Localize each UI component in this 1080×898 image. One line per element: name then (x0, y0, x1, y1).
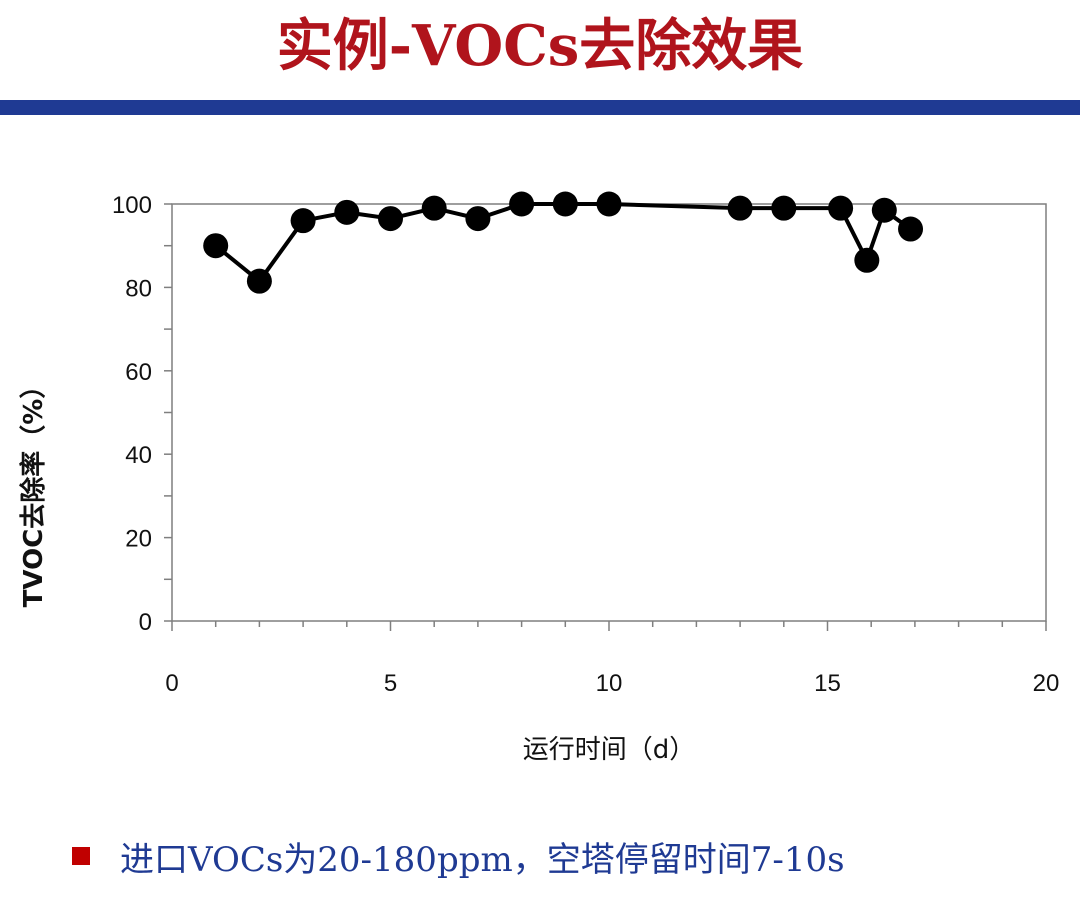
y-tick-label: 40 (125, 442, 152, 469)
x-tick-label: 15 (814, 670, 841, 697)
data-point (378, 206, 403, 232)
data-point (771, 195, 797, 221)
footnote: 进口VOCs为20-180ppm，空塔停留时间7-10s (72, 828, 845, 884)
y-tick-label: 0 (139, 609, 152, 636)
y-tick-label: 100 (112, 192, 152, 219)
page-title: 实例-VOCs去除效果 (276, 13, 804, 79)
data-point (828, 195, 854, 221)
chart: 0 20 40 60 80 100 0 5 10 15 20 运行时间（d） TVOC去除率（%） (18, 191, 1059, 765)
data-point (898, 216, 924, 242)
series-group (203, 191, 924, 294)
y-axis-ticks: 0 20 40 60 80 100 (112, 192, 172, 636)
data-point (871, 197, 897, 223)
data-point (596, 191, 622, 217)
data-point (203, 233, 229, 259)
footnote-text: 进口VOCs为20-180ppm，空塔停留时间7-10s (120, 839, 845, 880)
x-tick-label: 5 (384, 670, 397, 697)
data-point (421, 195, 447, 221)
y-tick-label: 20 (125, 526, 152, 553)
plot-frame (171, 203, 1047, 622)
data-point (465, 206, 491, 232)
data-point (727, 195, 753, 221)
title-divider-bar (0, 100, 1080, 115)
data-point (246, 268, 272, 294)
data-point (854, 247, 880, 273)
data-point (334, 199, 360, 225)
x-tick-label: 10 (596, 670, 623, 697)
x-axis-ticks: 0 5 10 15 20 (165, 621, 1059, 697)
x-tick-label: 0 (165, 670, 178, 697)
x-axis-title: 运行时间（d） (523, 735, 696, 765)
data-point (509, 191, 535, 217)
y-tick-label: 60 (125, 359, 152, 386)
series-line (214, 202, 912, 284)
y-tick-label: 80 (125, 275, 152, 302)
x-tick-label: 20 (1033, 670, 1060, 697)
data-point (552, 191, 578, 217)
square-bullet-icon (72, 847, 90, 865)
plot-area-border (171, 203, 1047, 622)
data-point (290, 208, 316, 234)
y-axis-title: TVOC去除率（%） (18, 373, 49, 608)
